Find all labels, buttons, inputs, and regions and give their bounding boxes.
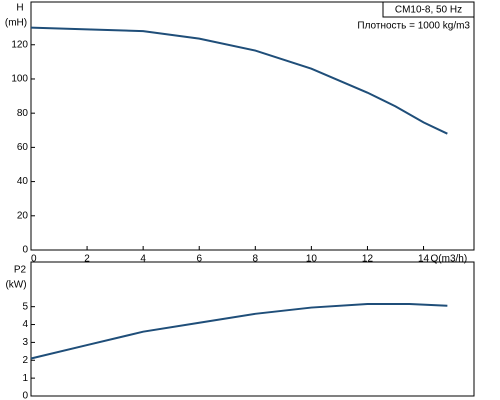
plot-frame bbox=[30, 261, 475, 397]
y-tick-label: 100 bbox=[11, 74, 28, 85]
x-tick-label: 6 bbox=[196, 254, 202, 265]
y-tick-label: 2 bbox=[22, 355, 28, 366]
y-tick-label: 5 bbox=[22, 301, 28, 312]
curve bbox=[30, 302, 448, 360]
x-tick-label: 0 bbox=[31, 254, 37, 265]
y-tick-label: 120 bbox=[11, 39, 28, 50]
x-tick-label: 12 bbox=[362, 254, 374, 265]
x-tick-label: 4 bbox=[140, 254, 146, 265]
annotation: Плотность = 1000 kg/m3 bbox=[357, 21, 470, 32]
y-axis-label: H bbox=[16, 3, 23, 14]
plot-frame bbox=[30, 1, 475, 251]
y-tick-label: 0 bbox=[22, 391, 28, 400]
y-tick-label: 1 bbox=[22, 373, 28, 384]
y-tick-label: 80 bbox=[17, 108, 29, 119]
y-axis-unit: (kW) bbox=[5, 280, 26, 291]
x-tick-label: 2 bbox=[84, 254, 90, 265]
curve bbox=[30, 26, 448, 135]
y-tick-label: 20 bbox=[17, 210, 29, 221]
x-tick-label: 14 bbox=[418, 254, 430, 265]
x-tick-label: 8 bbox=[253, 254, 259, 265]
annotation: CM10-8, 50 Hz bbox=[395, 5, 462, 16]
y-tick-label: 3 bbox=[22, 337, 28, 348]
y-tick-label: 0 bbox=[22, 245, 28, 256]
annotation-box bbox=[382, 1, 475, 18]
x-tick-label: 10 bbox=[306, 254, 318, 265]
x-axis-label: Q(m3/h) bbox=[431, 254, 468, 265]
y-tick-label: 4 bbox=[22, 319, 28, 330]
y-axis-label: P2 bbox=[14, 265, 27, 276]
y-axis-unit: (mH) bbox=[5, 18, 27, 29]
y-tick-label: 60 bbox=[17, 142, 29, 153]
y-tick-label: 40 bbox=[17, 176, 29, 187]
